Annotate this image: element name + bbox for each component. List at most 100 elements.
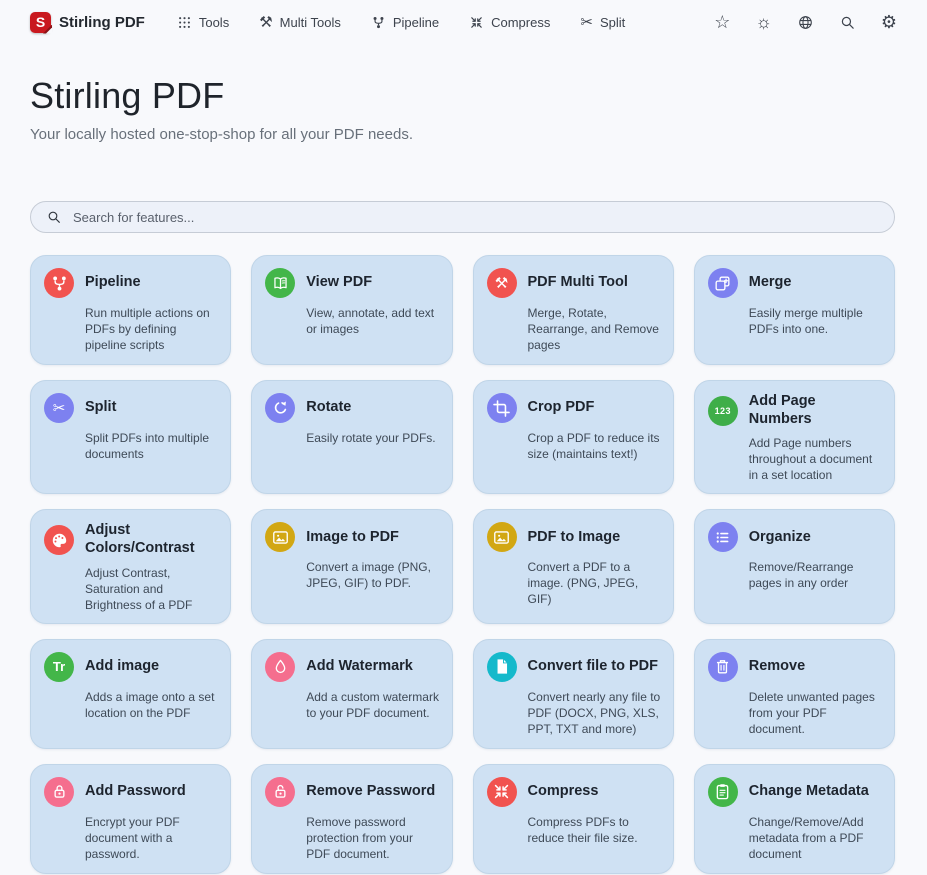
nav-item-multi-tools[interactable]: ⚒ Multi Tools — [259, 15, 341, 30]
card-add-image[interactable]: Tr Add image Adds a image onto a set loc… — [30, 638, 232, 749]
card-description: Merge, Rotate, Rearrange, and Remove pag… — [527, 306, 659, 352]
card-crop-pdf[interactable]: Crop PDF Crop a PDF to reduce its size (… — [472, 380, 674, 495]
card-merge[interactable]: Merge Easily merge multiple PDFs into on… — [693, 255, 895, 365]
card-title: Split — [85, 399, 117, 416]
brand-name: Stirling PDF — [59, 13, 145, 31]
card-change-metadata[interactable]: Change Metadata Change/Remove/Add metada… — [693, 763, 895, 874]
scissors-icon: ✂ — [44, 393, 74, 423]
card-rotate[interactable]: Rotate Easily rotate your PDFs. — [251, 380, 453, 495]
nav-item-label: Split — [599, 14, 626, 30]
card-description: Delete unwanted pages from your PDF docu… — [748, 689, 875, 736]
card-title: Image to PDF — [306, 528, 399, 545]
nav-menu: Tools ⚒ Multi Tools Pipeline Compress ✂ … — [177, 15, 625, 30]
unlock-icon — [265, 776, 296, 807]
nav-item-compress[interactable]: Compress — [469, 15, 550, 30]
card-description: Convert a PDF to a image. (PNG, JPEG, GI… — [527, 560, 639, 607]
card-remove[interactable]: Remove Delete unwanted pages from your P… — [693, 638, 895, 749]
file-document-icon — [486, 651, 517, 682]
card-description: Crop a PDF to reduce its size (maintains… — [527, 431, 660, 461]
water-drop-icon — [265, 651, 296, 682]
apps-grid-icon — [177, 15, 192, 30]
card-description: Remove/Rearrange pages in any order — [748, 560, 854, 591]
card-description: View, annotate, add text or images — [306, 306, 435, 336]
crop-icon — [486, 393, 517, 423]
card-title: Remove Password — [306, 782, 436, 799]
card-title: PDF Multi Tool — [527, 274, 628, 291]
palette-icon — [44, 525, 74, 556]
card-description: Encrypt your PDF document with a passwor… — [85, 814, 180, 861]
image-icon — [486, 522, 517, 553]
card-description: Adjust Contrast, Saturation and Brightne… — [85, 565, 193, 612]
card-title: Crop PDF — [527, 399, 595, 416]
page-title: Stirling PDF — [30, 75, 225, 116]
card-description: Split PDFs into multiple documents — [85, 431, 210, 461]
card-title: PDF to Image — [527, 528, 621, 545]
search-input[interactable] — [30, 201, 895, 233]
top-navbar: S Stirling PDF Tools ⚒ Multi Tools Pipel… — [0, 0, 927, 39]
card-add-password[interactable]: Add Password Encrypt your PDF document w… — [30, 763, 232, 874]
card-title: Adjust Colors/Contrast — [85, 522, 195, 557]
card-image-to-pdf[interactable]: Image to PDF Convert a image (PNG, JPEG,… — [251, 509, 453, 624]
card-pdf-to-image[interactable]: PDF to Image Convert a PDF to a image. (… — [472, 509, 674, 624]
favourite-star-icon[interactable]: ☆ — [714, 12, 731, 32]
navbar-actions: ☆ ☼ ⚙ — [714, 13, 897, 31]
brand[interactable]: S Stirling PDF — [30, 11, 145, 33]
settings-gear-icon[interactable]: ⚙ — [880, 12, 897, 32]
list-bullets-icon — [707, 522, 738, 553]
scissors-icon: ✂ — [580, 13, 593, 31]
card-title: Rotate — [306, 399, 352, 416]
card-pdf-multi-tool[interactable]: ⚒ PDF Multi Tool Merge, Rotate, Rearrang… — [472, 255, 674, 365]
nav-item-label: Pipeline — [392, 14, 440, 30]
image-icon — [265, 522, 296, 553]
card-organize[interactable]: Organize Remove/Rearrange pages in any o… — [693, 509, 895, 624]
feature-card-grid: Pipeline Run multiple actions on PDFs by… — [30, 255, 895, 874]
nav-item-tools[interactable]: Tools — [177, 15, 229, 30]
card-add-watermark[interactable]: Add Watermark Add a custom watermark to … — [251, 638, 453, 749]
nav-item-label: Tools — [198, 14, 230, 30]
card-compress[interactable]: Compress Compress PDFs to reduce their f… — [472, 763, 674, 874]
feature-searchbar — [30, 201, 895, 233]
card-adjust-colors-contrast[interactable]: Adjust Colors/Contrast Adjust Contrast, … — [30, 509, 232, 624]
card-description: Compress PDFs to reduce their file size. — [527, 814, 638, 845]
card-title: Add image — [85, 657, 160, 674]
pipeline-icon — [371, 15, 386, 30]
card-pipeline[interactable]: Pipeline Run multiple actions on PDFs by… — [30, 255, 232, 365]
compress-arrows-icon — [469, 15, 484, 30]
nav-item-label: Compress — [491, 14, 551, 30]
hammer-wrench-icon: ⚒ — [486, 268, 517, 298]
trash-icon — [707, 651, 738, 682]
theme-brightness-icon[interactable]: ☼ — [755, 12, 772, 32]
card-title: Add Password — [85, 782, 186, 799]
hero-section: Stirling PDF Your locally hosted one-sto… — [30, 75, 897, 143]
merge-pages-icon — [707, 268, 738, 298]
card-title: Convert file to PDF — [527, 657, 659, 674]
page-subtitle: Your locally hosted one-stop-shop for al… — [30, 126, 413, 143]
nav-item-split[interactable]: ✂ Split — [580, 15, 625, 30]
book-open-icon — [265, 268, 296, 298]
lock-icon — [44, 776, 74, 807]
search-icon[interactable] — [839, 14, 856, 31]
card-title: Compress — [527, 782, 599, 799]
text-format-icon: Tr — [44, 651, 74, 682]
card-title: Merge — [748, 274, 792, 291]
language-globe-icon[interactable] — [797, 14, 814, 31]
card-description: Run multiple actions on PDFs by defining… — [85, 306, 210, 352]
card-description: Add Page numbers throughout a document i… — [748, 436, 873, 483]
stirling-pdf-logo-icon: S — [30, 11, 51, 33]
card-title: Organize — [748, 528, 811, 545]
rotate-arrow-icon — [265, 393, 296, 423]
card-view-pdf[interactable]: View PDF View, annotate, add text or ima… — [251, 255, 453, 365]
card-description: Remove password protection from your PDF… — [306, 814, 413, 861]
card-title: View PDF — [306, 274, 373, 291]
nav-item-pipeline[interactable]: Pipeline — [371, 15, 439, 30]
card-split[interactable]: ✂ Split Split PDFs into multiple documen… — [30, 380, 232, 495]
card-title: Add Watermark — [306, 657, 413, 674]
card-title: Change Metadata — [748, 782, 869, 799]
card-remove-password[interactable]: Remove Password Remove password protecti… — [251, 763, 453, 874]
card-add-page-numbers[interactable]: 123 Add Page Numbers Add Page numbers th… — [693, 380, 895, 495]
card-title: Remove — [748, 657, 806, 674]
card-convert-file-to-pdf[interactable]: Convert file to PDF Convert nearly any f… — [472, 638, 674, 749]
hammer-wrench-icon: ⚒ — [259, 13, 273, 31]
card-title: Pipeline — [85, 274, 141, 291]
card-description: Adds a image onto a set location on the … — [85, 689, 215, 720]
